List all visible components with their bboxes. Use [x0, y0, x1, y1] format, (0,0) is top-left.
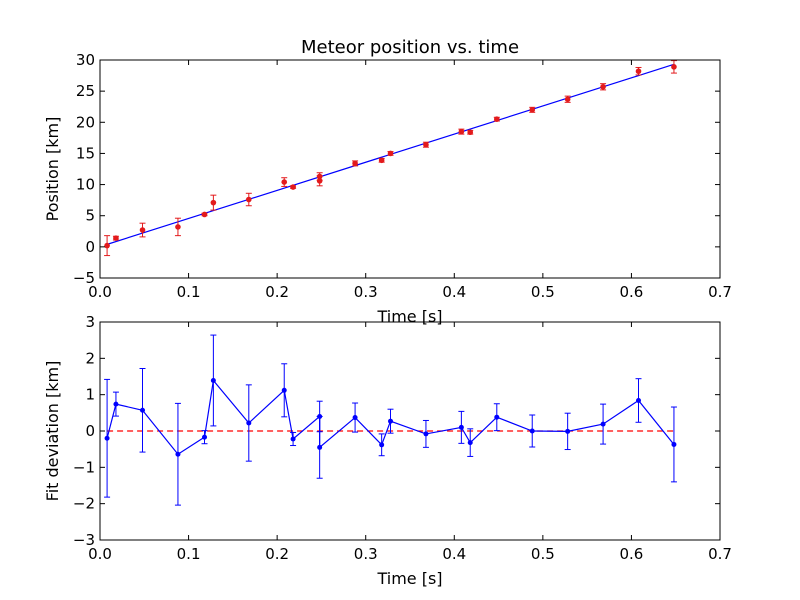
deviation-x-axis-label: Time [s] — [376, 569, 442, 588]
data-point — [467, 129, 474, 136]
data-point — [600, 83, 606, 90]
deviation-point — [281, 387, 287, 393]
y-tick-label: 2 — [85, 349, 95, 367]
position-x-axis-label: Time [s] — [376, 307, 442, 326]
data-point — [529, 107, 536, 113]
deviation-point — [600, 421, 606, 427]
position-panel: Meteor position vs. time 0.0 0.1 0.2 0.3 0.4… — [43, 37, 732, 326]
x-tick-label: 0.5 — [531, 283, 555, 301]
y-tick-label: 3 — [85, 313, 95, 331]
data-point — [201, 211, 208, 218]
deviation-point — [565, 428, 571, 434]
data-point — [210, 199, 217, 206]
y-tick-label: 0 — [85, 238, 95, 256]
deviation-panel: 0.0 0.1 0.2 0.3 0.4 0.5 0.6 0.7 −3 −2 −1 0 1 2 3 Time … — [43, 313, 732, 588]
y-tick-label: 10 — [76, 176, 95, 194]
x-tick-label: 0.7 — [708, 283, 732, 301]
x-tick-label: 0.6 — [619, 283, 643, 301]
y-tick-label: 25 — [76, 82, 95, 100]
data-point — [246, 196, 252, 203]
x-tick-label: 0.4 — [442, 545, 466, 563]
y-tick-label: 1 — [85, 386, 95, 404]
data-point — [139, 227, 146, 233]
x-tick-label: 0.4 — [442, 283, 466, 301]
deviation-point — [140, 407, 146, 413]
position-ticks: 0.0 0.1 0.2 0.3 0.4 0.5 0.6 0.7 −5 0 5 10 15 20 25 30 — [73, 51, 732, 301]
deviation-point — [113, 401, 119, 407]
data-point — [378, 157, 385, 164]
deviation-y-axis-label: Fit deviation [km] — [43, 361, 62, 502]
deviation-point — [210, 377, 216, 383]
chart-title: Meteor position vs. time — [301, 37, 519, 58]
y-tick-label: 30 — [76, 51, 95, 69]
deviation-point — [246, 420, 252, 426]
data-point — [671, 64, 677, 70]
data-point — [113, 235, 119, 241]
x-tick-label: 0.7 — [708, 545, 732, 563]
deviation-point — [388, 418, 394, 424]
data-point — [175, 224, 181, 230]
position-y-axis-label: Position [km] — [43, 117, 62, 222]
deviation-point — [671, 441, 677, 447]
y-tick-label: 5 — [85, 207, 95, 225]
data-point — [458, 128, 465, 135]
x-tick-label: 0.3 — [354, 545, 378, 563]
data-point — [352, 160, 358, 167]
y-tick-label: −1 — [73, 458, 95, 476]
deviation-point — [494, 414, 500, 420]
y-tick-label: −2 — [73, 495, 95, 513]
x-tick-label: 0.0 — [88, 545, 112, 563]
deviation-point — [423, 431, 429, 437]
data-point — [316, 178, 323, 184]
x-tick-label: 0.2 — [265, 545, 289, 563]
position-axes-frame — [99, 59, 721, 279]
deviation-point — [636, 397, 642, 403]
data-point — [494, 116, 500, 122]
x-tick-label: 0.1 — [177, 283, 201, 301]
deviation-point — [529, 428, 535, 434]
deviation-point — [352, 415, 358, 421]
deviation-point — [175, 451, 181, 457]
y-tick-label: −5 — [73, 269, 95, 287]
deviation-ticks: 0.0 0.1 0.2 0.3 0.4 0.5 0.6 0.7 −3 −2 −1 0 1 2 3 — [73, 313, 732, 563]
data-point — [423, 141, 429, 148]
x-tick-label: 0.2 — [265, 283, 289, 301]
x-tick-label: 0.3 — [354, 283, 378, 301]
data-point — [104, 242, 110, 249]
data-point — [564, 96, 571, 103]
deviation-marks — [104, 334, 677, 506]
y-tick-label: 0 — [85, 422, 95, 440]
deviation-point — [458, 424, 464, 430]
deviation-point — [379, 442, 385, 448]
y-tick-label: 15 — [76, 144, 95, 162]
deviation-point — [290, 436, 296, 442]
x-tick-label: 0.1 — [177, 545, 201, 563]
deviation-point — [202, 434, 208, 440]
x-tick-label: 0.5 — [531, 545, 555, 563]
x-tick-label: 0.0 — [88, 283, 112, 301]
y-tick-label: −3 — [73, 531, 95, 549]
data-point — [290, 184, 296, 190]
data-point — [387, 150, 394, 157]
position-marks — [104, 60, 677, 257]
x-tick-label: 0.6 — [619, 545, 643, 563]
y-tick-label: 20 — [76, 113, 95, 131]
deviation-point — [104, 435, 110, 441]
data-point — [635, 68, 642, 75]
deviation-point — [317, 444, 323, 450]
data-point — [281, 179, 288, 185]
deviation-point — [467, 440, 473, 446]
